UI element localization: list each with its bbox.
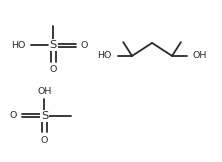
Text: O: O	[10, 111, 17, 120]
Text: O: O	[41, 136, 48, 145]
Text: OH: OH	[193, 51, 207, 60]
Text: O: O	[50, 65, 57, 75]
Text: OH: OH	[37, 87, 52, 96]
Text: HO: HO	[97, 51, 111, 60]
Text: S: S	[50, 40, 57, 50]
Text: O: O	[81, 41, 88, 50]
Text: S: S	[41, 111, 48, 121]
Text: HO: HO	[11, 41, 26, 50]
